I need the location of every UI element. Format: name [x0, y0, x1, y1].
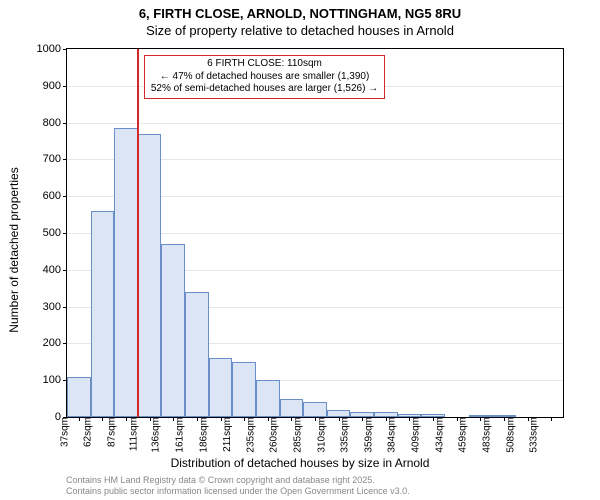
y-tick-label: 1000: [21, 43, 67, 55]
x-tick-label: 409sqm: [409, 417, 422, 453]
x-tick-label: 533sqm: [527, 417, 540, 453]
chart-title-block: 6, FIRTH CLOSE, ARNOLD, NOTTINGHAM, NG5 …: [0, 0, 600, 40]
y-tick-label: 600: [21, 190, 67, 202]
x-tick-label: 111sqm: [126, 417, 139, 451]
histogram-bar: [161, 244, 185, 417]
x-tick-label: 508sqm: [503, 417, 516, 453]
y-tick-label: 800: [21, 117, 67, 129]
x-tick-mark: [551, 417, 552, 421]
annotation-box: 6 FIRTH CLOSE: 110sqm ← 47% of detached …: [144, 55, 385, 99]
histogram-bar: [185, 292, 209, 417]
footer-line-2: Contains public sector information licen…: [66, 486, 410, 497]
y-axis-label: Number of detached properties: [7, 167, 21, 332]
x-tick-label: 186sqm: [196, 417, 209, 453]
histogram-bar: [327, 410, 351, 417]
x-tick-label: 384sqm: [385, 417, 398, 453]
x-tick-label: 434sqm: [432, 417, 445, 453]
y-tick-label: 300: [21, 301, 67, 313]
annotation-line-3: 52% of semi-detached houses are larger (…: [151, 83, 378, 96]
x-tick-label: 235sqm: [243, 417, 256, 453]
chart-plot-area: 0100200300400500600700800900100037sqm62s…: [66, 48, 564, 418]
annotation-line-1: 6 FIRTH CLOSE: 110sqm: [151, 58, 378, 71]
histogram-bar: [280, 399, 304, 417]
y-tick-label: 200: [21, 337, 67, 349]
x-tick-label: 37sqm: [57, 417, 70, 447]
y-tick-label: 700: [21, 153, 67, 165]
y-tick-label: 100: [21, 374, 67, 386]
histogram-bar: [138, 134, 162, 417]
x-tick-mark: [102, 417, 103, 421]
histogram-bar: [256, 380, 280, 417]
footer-line-1: Contains HM Land Registry data © Crown c…: [66, 475, 410, 486]
histogram-bar: [209, 358, 233, 417]
footer-attribution: Contains HM Land Registry data © Crown c…: [66, 475, 410, 497]
annotation-line-2: ← 47% of detached houses are smaller (1,…: [151, 71, 378, 84]
x-tick-label: 359sqm: [362, 417, 375, 453]
x-tick-label: 62sqm: [81, 417, 94, 447]
chart-title-sub: Size of property relative to detached ho…: [0, 23, 600, 40]
histogram-bar: [303, 402, 327, 417]
x-tick-label: 285sqm: [291, 417, 304, 453]
y-tick-label: 400: [21, 264, 67, 276]
x-tick-label: 459sqm: [456, 417, 469, 453]
histogram-bar: [232, 362, 256, 417]
gridline: [67, 123, 563, 124]
y-tick-label: 500: [21, 227, 67, 239]
x-tick-label: 260sqm: [267, 417, 280, 453]
histogram-bar: [91, 211, 115, 417]
histogram-bar: [67, 377, 91, 417]
x-tick-label: 87sqm: [105, 417, 118, 447]
histogram-bar: [114, 128, 138, 417]
x-tick-label: 310sqm: [314, 417, 327, 453]
x-tick-label: 483sqm: [480, 417, 493, 453]
x-tick-label: 136sqm: [149, 417, 162, 453]
y-tick-label: 900: [21, 80, 67, 92]
x-axis-label: Distribution of detached houses by size …: [0, 456, 600, 470]
marker-line: [137, 49, 139, 417]
x-tick-label: 161sqm: [173, 417, 186, 453]
chart-title-main: 6, FIRTH CLOSE, ARNOLD, NOTTINGHAM, NG5 …: [0, 6, 600, 23]
x-tick-label: 211sqm: [220, 417, 233, 452]
x-tick-label: 335sqm: [338, 417, 351, 453]
